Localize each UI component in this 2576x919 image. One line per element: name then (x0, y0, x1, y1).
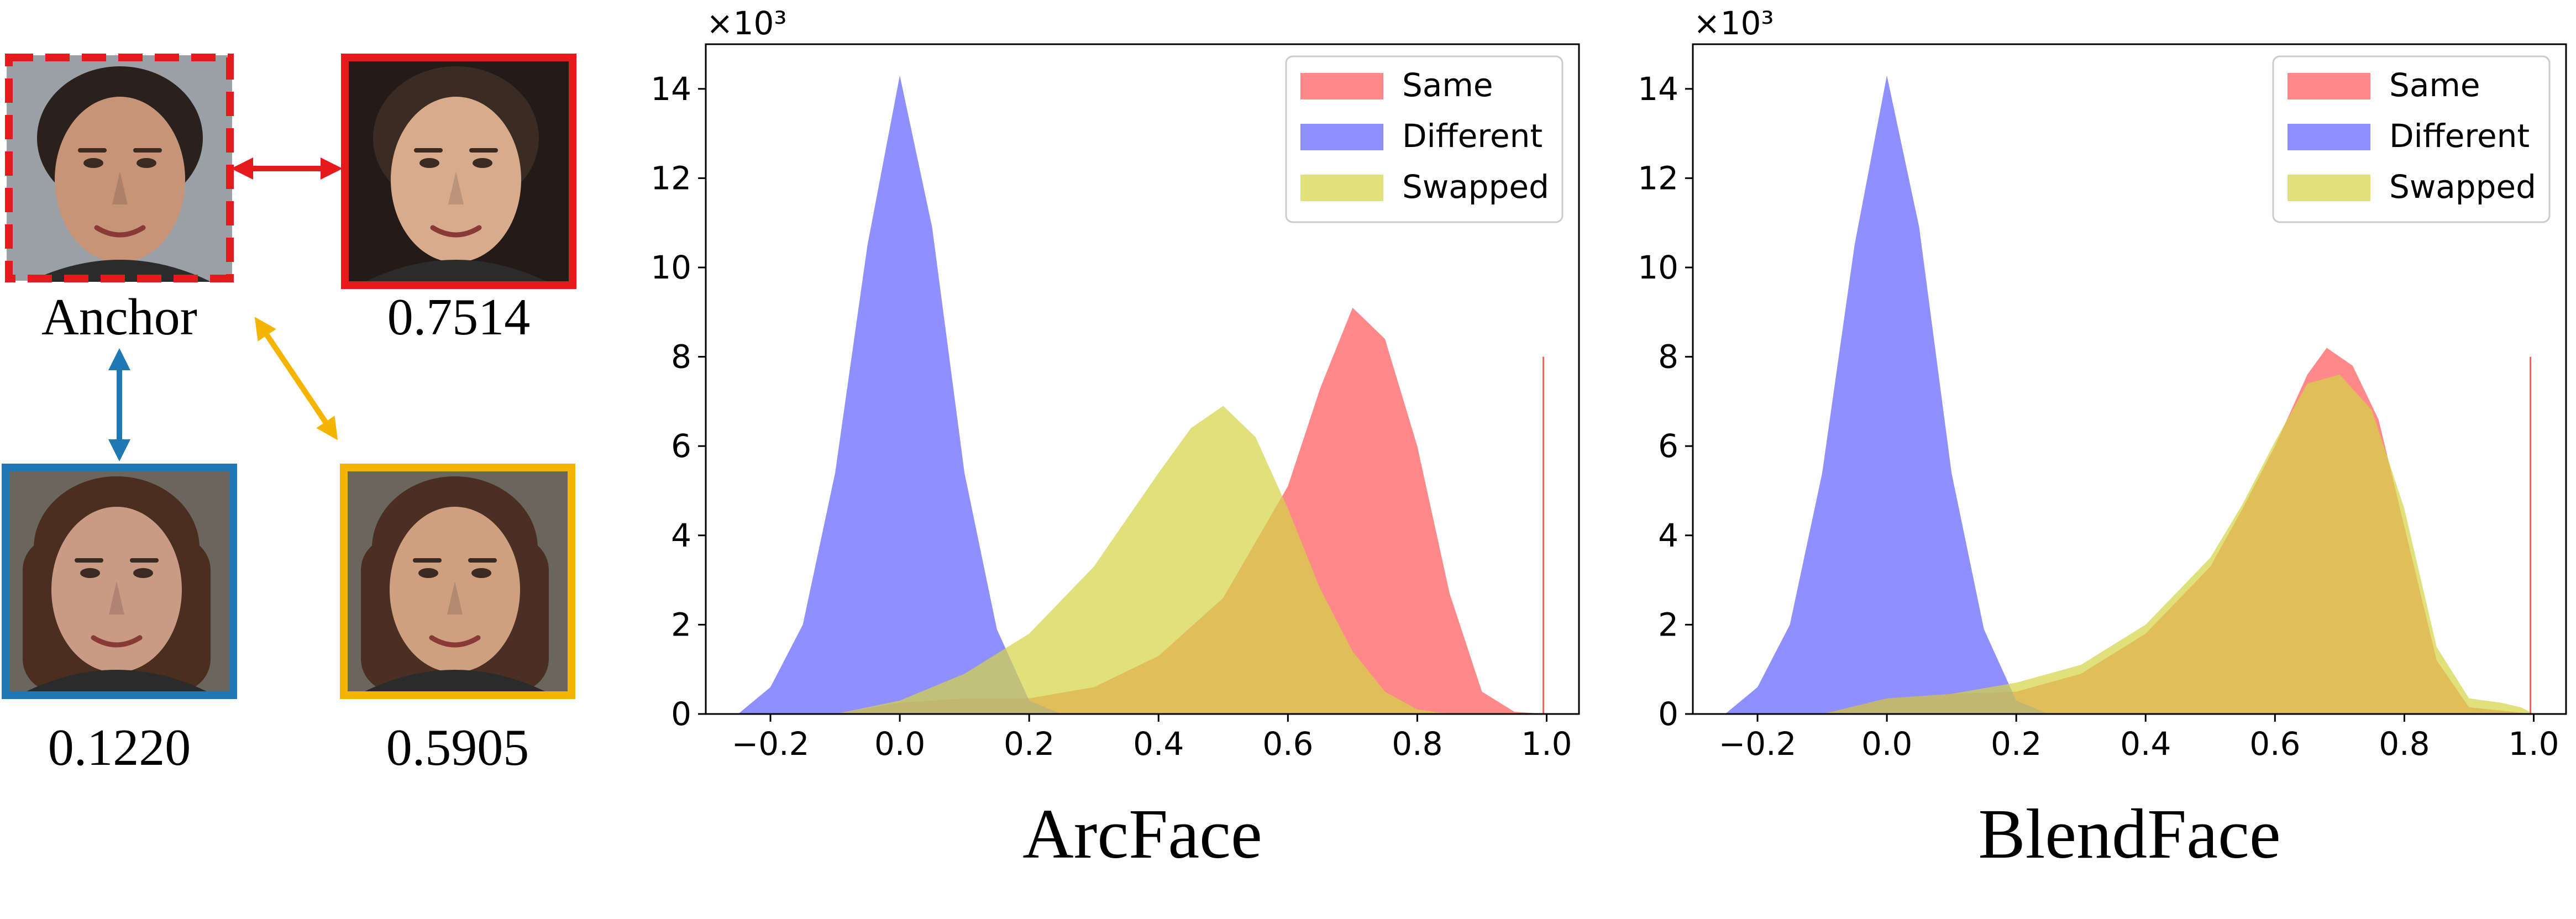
y-tick-label: 4 (1658, 517, 1678, 554)
y-tick-label: 10 (1638, 249, 1678, 286)
y-tick-label: 2 (1658, 606, 1678, 643)
legend-swatch-same (1300, 73, 1383, 99)
y-tick-label: 4 (671, 517, 691, 554)
y-tick-label: 12 (650, 159, 691, 197)
legend-swatch-same (2288, 73, 2370, 99)
face-label-same: 0.7514 (387, 288, 531, 346)
y-exponent-label: ×10³ (706, 4, 787, 42)
y-tick-label: 6 (1658, 427, 1678, 465)
arcface-histogram: −0.2 0.0 0.2 0.4 0.6 0.8 1.0 0 2 4 6 8 10 12 14 ×10³ Sam… (650, 4, 1580, 873)
legend-swatch-different (1300, 124, 1383, 150)
face-different: 0.1220 (2, 464, 237, 776)
face-swapped: 0.5905 (340, 464, 575, 776)
series-area-swapped (1822, 374, 2534, 714)
y-tick-label: 8 (1658, 338, 1678, 376)
x-tick-label: 0.2 (1004, 725, 1054, 763)
legend-label-same: Same (2389, 66, 2480, 104)
blendface-histogram: −0.2 0.0 0.2 0.4 0.6 0.8 1.0 0 2 4 6 8 10 12 14 ×10³ Sam… (1638, 4, 2567, 873)
legend: Same Different Swapped (2272, 55, 2551, 223)
y-tick-label: 6 (671, 427, 691, 465)
x-tick-label: 0.2 (1991, 725, 2042, 763)
face-anchor: Anchor (5, 54, 234, 346)
face-label-different: 0.1220 (48, 719, 191, 776)
face-comparison-panel: Anchor 0.7514 0.1220 0.5905 (2, 54, 576, 776)
y-tick-label: 0 (671, 695, 691, 733)
x-tick-label: −0.2 (732, 725, 810, 763)
y-tick-label: 10 (650, 249, 691, 286)
chart-title: BlendFace (1978, 795, 2280, 873)
x-tick-label: 1.0 (1521, 725, 1572, 763)
axes-frame (705, 43, 1580, 715)
x-tick-label: 0.6 (1262, 725, 1313, 763)
x-tick-label: 0.8 (2379, 725, 2430, 763)
arrow-anchor-swapped (254, 317, 338, 440)
legend: Same Different Swapped (1285, 55, 1564, 223)
y-tick-label: 8 (671, 338, 691, 376)
face-same: 0.7514 (341, 54, 576, 346)
series-area-same (835, 307, 1547, 714)
x-tick-label: 0.8 (1392, 725, 1442, 763)
x-tick-label: 0.0 (874, 725, 925, 763)
series-area-swapped (835, 406, 1450, 714)
x-tick-label: 0.6 (2249, 725, 2300, 763)
y-tick-label: 14 (1638, 70, 1678, 108)
series-area-different (738, 75, 1062, 715)
legend-label-different: Different (2389, 117, 2530, 155)
face-frame-swapped (340, 464, 575, 699)
legend-label-same: Same (1402, 66, 1493, 104)
x-tick-label: 1.0 (2508, 725, 2559, 763)
legend-label-swapped: Swapped (1402, 168, 1549, 206)
series-area-different (1725, 75, 2049, 715)
legend-label-swapped: Swapped (2389, 168, 2536, 206)
face-label-anchor: Anchor (41, 288, 197, 346)
y-tick-label: 2 (671, 606, 691, 643)
axes-frame (1692, 43, 2567, 715)
legend-label-different: Different (1402, 117, 1543, 155)
chart-title: ArcFace (1022, 795, 1262, 873)
legend-swatch-different (2288, 124, 2370, 150)
y-tick-label: 14 (650, 70, 691, 108)
legend-swatch-swapped (1300, 175, 1383, 201)
face-frame-same (341, 54, 576, 289)
y-exponent-label: ×10³ (1693, 4, 1774, 42)
y-tick-label: 0 (1658, 695, 1678, 733)
legend-swatch-swapped (2288, 175, 2370, 201)
face-frame-anchor (5, 54, 234, 282)
x-tick-label: 0.4 (2120, 725, 2171, 763)
similarity-arrows (108, 157, 343, 461)
x-tick-label: 0.4 (1133, 725, 1184, 763)
x-tick-label: 0.0 (1861, 725, 1912, 763)
face-frame-different (2, 464, 237, 699)
y-tick-label: 12 (1638, 159, 1678, 197)
x-tick-label: −0.2 (1719, 725, 1797, 763)
face-label-swapped: 0.5905 (386, 719, 529, 776)
